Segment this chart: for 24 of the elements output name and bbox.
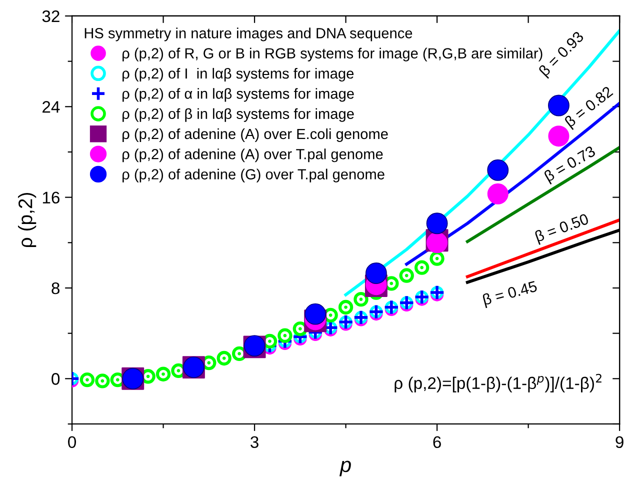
legend-label: ρ (p,2) of adenine (A) over T.pal genome: [122, 148, 383, 162]
x-tick-label: 0: [68, 436, 76, 448]
y-axis-title: ρ (p,2): [18, 192, 36, 247]
y-tick-label: 0: [52, 373, 60, 385]
legend-label: ρ (p,2) of β in lαβ systems for image: [122, 108, 354, 122]
y-tick-label: 16: [42, 192, 60, 204]
annotation: β = 0.73: [543, 145, 598, 185]
x-tick-label: 3: [250, 436, 258, 448]
y-tick-label: 32: [42, 10, 60, 22]
legend-label: ρ (p,2) of I in lαβ systems for image: [122, 68, 354, 82]
x-tick-label: 6: [433, 436, 441, 448]
legend-label: ρ (p,2) of R, G or B in RGB systems for image (R,G,B are similar): [122, 48, 542, 62]
legend-label: ρ (p,2) of adenine (G) over T.pal genome: [122, 168, 384, 182]
x-axis-title: p: [339, 460, 351, 476]
annotation: β = 0.50: [534, 212, 590, 245]
annotation: β = 0.82: [564, 85, 616, 130]
y-tick-label: 8: [52, 282, 60, 294]
legend-label: ρ (p,2) of adenine (A) over E.coli genome: [122, 128, 388, 142]
x-tick-label: 9: [616, 436, 624, 448]
annotation: ρ (p,2)=[p(1-β)-(1-β$^{p}$)]/(1-β)$^{2}$: [394, 374, 602, 392]
annotation: β = 0.45: [482, 280, 538, 308]
legend-title: HS symmetry in nature images and DNA sequence: [84, 28, 412, 42]
legend-label: ρ (p,2) of α in lαβ systems for image: [122, 88, 354, 102]
y-tick-label: 24: [42, 101, 60, 113]
